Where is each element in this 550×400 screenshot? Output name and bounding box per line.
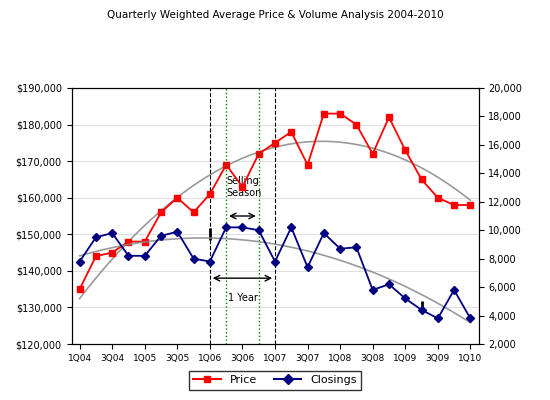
Text: REMARKABLE HOMES: REMARKABLE HOMES — [167, 34, 383, 52]
Legend: Price, Closings: Price, Closings — [189, 371, 361, 390]
Text: Quarterly Weighted Average Price & Volume Analysis 2004-2010: Quarterly Weighted Average Price & Volum… — [107, 10, 443, 20]
Text: Selling
Season: Selling Season — [226, 176, 262, 198]
Text: 1 Year: 1 Year — [228, 293, 257, 303]
